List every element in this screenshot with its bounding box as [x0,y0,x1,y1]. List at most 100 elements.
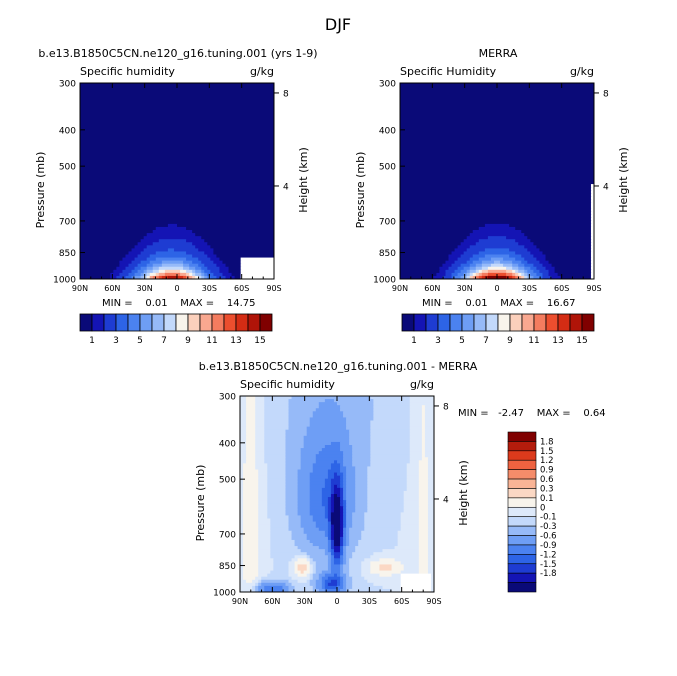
x-tick-label: 60S [234,284,249,293]
contour-cell [264,438,287,443]
contour-cell [297,469,314,474]
contour-cell [264,432,287,437]
contour-cell [403,490,420,495]
contour-cell [240,460,247,464]
contour-cell [337,484,341,489]
contour-cell [439,269,447,274]
panel-units: g/kg [570,65,594,78]
contour-cell [364,518,402,523]
contour-cell [240,570,244,575]
height-axis-label: Height (km) [617,147,630,213]
contour-cell [152,269,160,274]
panel-variable: Specific Humidity [400,65,497,78]
contour-cell [512,263,519,268]
contour-cell [80,187,274,191]
contour-cell [309,506,326,510]
contour-cell [346,512,353,517]
contour-cell [309,573,314,578]
contour-cell [306,533,326,538]
contour-cell [346,585,353,590]
contour-cell [264,454,287,458]
contour-cell [240,396,247,400]
contour-cell [312,567,317,572]
contour-cell [285,506,299,510]
contour-cell [201,236,274,240]
contour-cell [258,500,268,504]
contour-cell [315,454,344,458]
contour-cell [352,585,384,590]
contour-cell [327,567,332,572]
contour-cell [309,539,329,544]
contour-cell [340,445,353,449]
contour-cell [373,417,411,422]
contour-cell [448,257,459,262]
contour-cell [297,487,311,492]
contour-cell [309,417,347,422]
contour-cell [370,451,411,455]
contour-cell [195,269,202,274]
contour-cell [421,411,426,415]
contour-cell [246,423,256,428]
contour-cell [258,555,271,559]
contour-cell [297,573,308,578]
contour-cell [243,497,259,501]
contour-cell [300,515,314,520]
contour-cell [493,260,501,265]
contour-cell [243,469,259,474]
contour-cell [367,475,408,480]
contour-cell [270,546,299,550]
contour-cell [400,104,594,109]
contour-cell [333,549,341,553]
contour-cell [400,248,456,253]
contour-cell [355,466,368,471]
contour-cell [240,472,244,477]
contour-cell [288,411,314,415]
contour-cell [158,275,163,279]
contour-cell [137,263,148,268]
contour-cell [204,269,211,274]
contour-cell [530,239,592,243]
contour-cell [80,150,274,155]
contour-cell [288,561,296,566]
colorbar-swatch [497,313,511,332]
colorbar-swatch [425,313,439,332]
contour-cell [285,448,302,452]
contour-cell [270,549,302,553]
contour-cell [240,585,253,590]
contour-cell [318,527,329,532]
contour-cell [192,242,208,246]
contour-cell [364,527,402,532]
contour-cell [255,423,265,428]
y-axis-label: Pressure (mb) [34,152,47,229]
contour-cell [270,527,290,532]
contour-cell [327,469,341,474]
contour-cell [512,272,516,277]
contour-cell [155,272,160,277]
contour-cell [140,275,145,279]
contour-cell [258,518,271,523]
y-tick-label: 500 [59,163,76,173]
y-tick-label: 400 [379,126,396,136]
contour-cell [240,432,247,437]
contour-cell [267,490,287,495]
contour-cell [264,460,287,464]
y-tick-label: 1000 [373,276,396,286]
contour-cell [285,478,299,483]
contour-cell [80,260,121,265]
contour-cell [258,503,268,507]
contour-cell [340,582,344,587]
contour-cell [343,494,347,498]
contour-cell [243,478,259,483]
contour-cell [403,509,420,513]
colorbar-swatch [507,554,537,565]
contour-cell [282,588,290,592]
contour-cell [409,438,423,443]
contour-cell [361,564,371,569]
contour-cell [427,457,434,461]
contour-cell [240,420,247,425]
contour-cell [343,561,347,566]
contour-cell [364,558,381,562]
contour-cell [343,527,347,532]
contour-cell [551,275,562,279]
